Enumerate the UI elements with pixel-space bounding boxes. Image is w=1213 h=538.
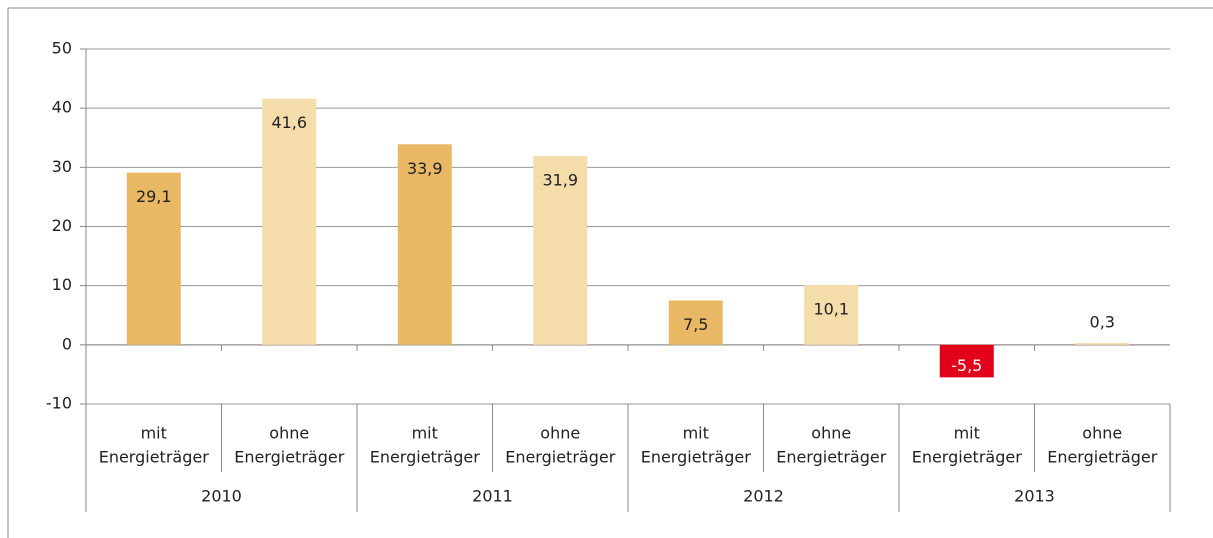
bar bbox=[533, 156, 588, 345]
x-tick-label: mit bbox=[141, 424, 167, 443]
x-tick-label: mit bbox=[683, 424, 709, 443]
x-tick-label: Energieträger bbox=[912, 448, 1022, 467]
x-tick-label: ohne bbox=[1082, 424, 1122, 443]
value-label: 10,1 bbox=[813, 300, 849, 319]
x-tick-label: Energieträger bbox=[370, 448, 480, 467]
x-tick-label: Energieträger bbox=[641, 448, 751, 467]
x-tick-label: Energieträger bbox=[776, 448, 886, 467]
x-tick-label: Energieträger bbox=[1047, 448, 1157, 467]
value-label: 0,3 bbox=[1090, 313, 1115, 332]
bar bbox=[1075, 343, 1130, 345]
group-label: 2010 bbox=[201, 487, 242, 506]
y-tick-label: -10 bbox=[46, 394, 72, 413]
y-tick-label: 10 bbox=[52, 275, 72, 294]
x-tick-label: mit bbox=[954, 424, 980, 443]
value-label: 41,6 bbox=[271, 113, 307, 132]
bar bbox=[397, 144, 452, 345]
bar bbox=[939, 344, 994, 378]
y-tick-label: 40 bbox=[52, 98, 72, 117]
group-label: 2013 bbox=[1014, 487, 1055, 506]
y-tick-label: 50 bbox=[52, 39, 72, 58]
x-tick-label: Energieträger bbox=[505, 448, 615, 467]
x-tick-label: ohne bbox=[540, 424, 580, 443]
x-tick-label: ohne bbox=[811, 424, 851, 443]
group-label: 2011 bbox=[472, 487, 513, 506]
value-label: -5,5 bbox=[951, 356, 982, 375]
y-tick-label: 0 bbox=[62, 334, 72, 353]
bar bbox=[126, 172, 181, 345]
y-tick-label: 20 bbox=[52, 216, 72, 235]
value-label: 33,9 bbox=[407, 159, 443, 178]
value-label: 29,1 bbox=[136, 187, 172, 206]
y-tick-label: 30 bbox=[52, 157, 72, 176]
x-tick-label: mit bbox=[412, 424, 438, 443]
x-tick-label: Energieträger bbox=[99, 448, 209, 467]
x-tick-label: Energieträger bbox=[234, 448, 344, 467]
x-tick-label: ohne bbox=[269, 424, 309, 443]
group-label: 2012 bbox=[743, 487, 784, 506]
bar bbox=[262, 98, 317, 345]
value-label: 31,9 bbox=[542, 171, 578, 190]
value-label: 7,5 bbox=[683, 315, 708, 334]
bar bbox=[804, 285, 859, 345]
bar bbox=[668, 300, 723, 345]
